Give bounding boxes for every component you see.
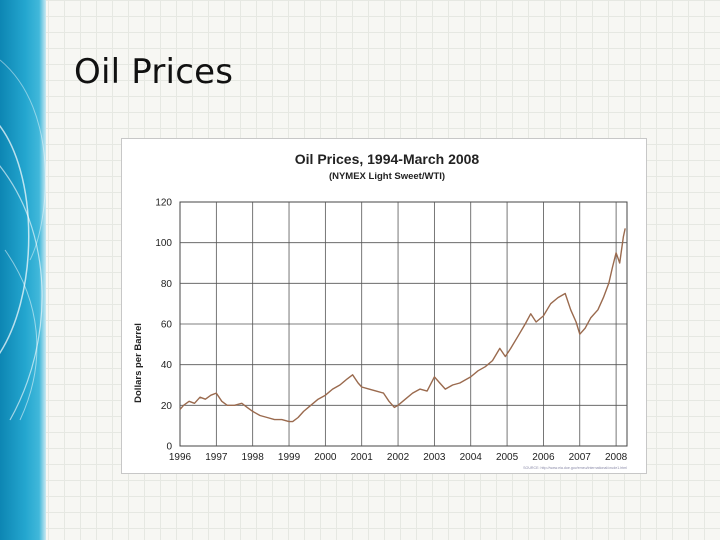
x-tick-label: 2001 (351, 452, 374, 463)
x-tick-label: 2002 (387, 452, 410, 463)
chart-subtitle: (NYMEX Light Sweet/WTI) (329, 171, 445, 182)
x-tick-label: 1996 (169, 452, 192, 463)
slide-title: Oil Prices (74, 52, 234, 92)
chart-title: Oil Prices, 1994-March 2008 (295, 151, 480, 167)
chart-series (179, 228, 626, 423)
y-tick-label: 80 (161, 279, 173, 290)
x-tick-label: 1999 (278, 452, 301, 463)
x-tick-label: 1997 (205, 452, 228, 463)
y-tick-label: 100 (155, 238, 172, 249)
x-tick-label: 2006 (532, 452, 555, 463)
x-tick-label: 1998 (242, 452, 265, 463)
y-tick-label: 120 (155, 198, 172, 209)
chart-grid (179, 201, 628, 447)
y-tick-label: 60 (161, 320, 173, 331)
y-tick-label: 20 (161, 401, 173, 412)
source-note: SOURCE: http://www.eia.doe.gov/emeu/inte… (523, 466, 627, 470)
chart-ticks: 0 20 40 60 80 100 120 1996 1997 1998 1999 2000 2001 2… (155, 198, 627, 464)
y-axis-label: Dollars per Barrel (133, 323, 144, 403)
decorative-swirl-graphic (0, 59, 46, 421)
price-series-line (179, 228, 626, 423)
x-tick-label: 2005 (496, 452, 519, 463)
x-tick-label: 2008 (605, 452, 628, 463)
y-tick-label: 40 (161, 360, 173, 371)
x-tick-label: 2000 (314, 452, 337, 463)
x-tick-label: 2007 (569, 452, 592, 463)
x-tick-label: 2004 (460, 452, 483, 463)
x-tick-label: 2003 (423, 452, 446, 463)
decorative-side-band (0, 0, 46, 540)
chart-canvas: Oil Prices, 1994-March 2008 (NYMEX Light… (133, 151, 628, 470)
y-tick-label: 0 (166, 442, 172, 453)
oil-price-chart: Oil Prices, 1994-March 2008 (NYMEX Light… (121, 138, 647, 474)
